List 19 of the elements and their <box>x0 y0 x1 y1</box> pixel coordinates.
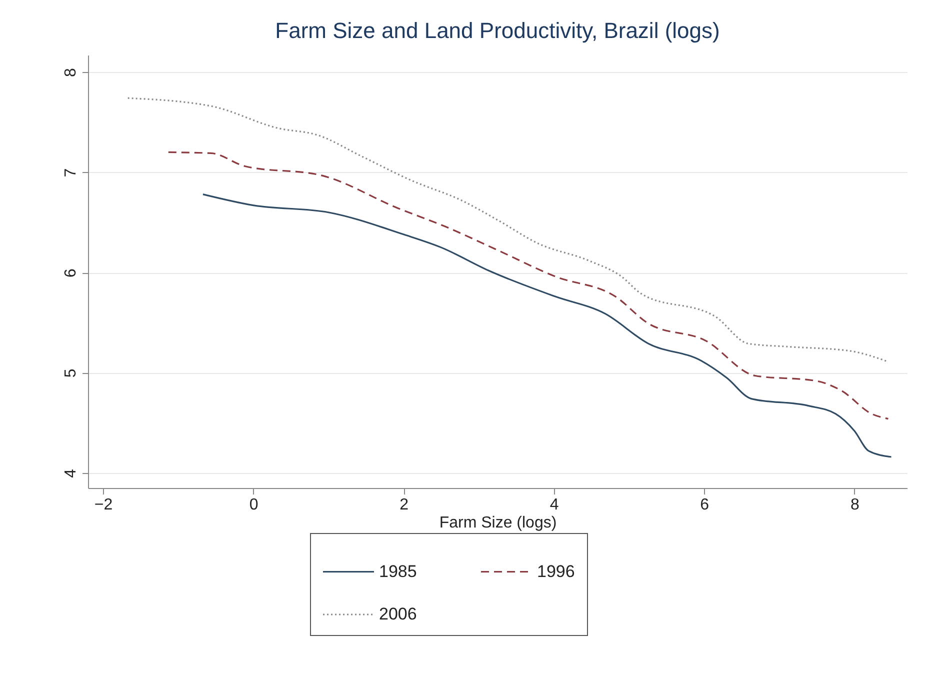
y-tick-label: 7 <box>62 168 80 178</box>
x-tick-label: 6 <box>700 496 710 514</box>
y-tick-label: 5 <box>62 368 80 378</box>
legend-label: 1996 <box>537 562 575 581</box>
x-axis-title: Farm Size (logs) <box>439 514 557 532</box>
x-tick-label: 0 <box>249 496 258 514</box>
line-series <box>127 97 890 363</box>
line-series <box>202 194 892 458</box>
x-tick-label: −2 <box>94 496 113 514</box>
y-tick-label: 4 <box>62 468 80 478</box>
legend-label: 2006 <box>379 604 417 624</box>
x-tick-label: 4 <box>550 496 559 514</box>
y-tick-label: 6 <box>62 268 80 278</box>
legend-label: 1985 <box>379 562 417 581</box>
x-tick-label: 8 <box>850 496 860 514</box>
x-tick-label: 2 <box>400 496 409 514</box>
line-series <box>168 151 890 420</box>
chart-title: Farm Size and Land Productivity, Brazil (logs) <box>275 18 720 43</box>
y-tick-label: 8 <box>62 68 80 77</box>
